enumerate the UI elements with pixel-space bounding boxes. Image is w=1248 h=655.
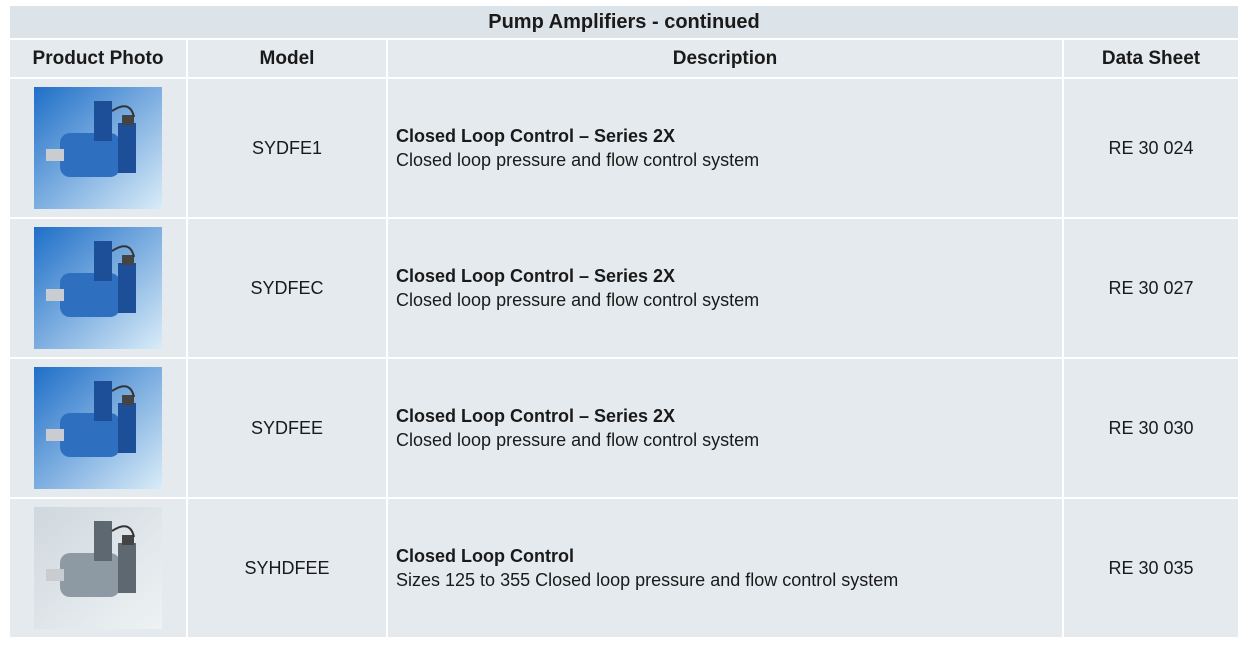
description-text: Sizes 125 to 355 Closed loop pressure an… <box>396 568 916 592</box>
model: SYDFEC <box>188 219 386 357</box>
column-header: Description <box>388 40 1062 77</box>
product-photo <box>34 367 162 489</box>
photo-cell <box>10 79 186 217</box>
description-text: Closed loop pressure and flow control sy… <box>396 288 916 312</box>
product-table: Pump Amplifiers - continued Product Phot… <box>8 4 1240 639</box>
description-text: Closed loop pressure and flow control sy… <box>396 428 916 452</box>
data-sheet: RE 30 024 <box>1064 79 1238 217</box>
photo-cell <box>10 359 186 497</box>
column-header: Data Sheet <box>1064 40 1238 77</box>
description-text: Closed loop pressure and flow control sy… <box>396 148 916 172</box>
product-photo <box>34 87 162 209</box>
data-sheet: RE 30 030 <box>1064 359 1238 497</box>
description-heading: Closed Loop Control – Series 2X <box>396 404 1062 428</box>
data-sheet: RE 30 035 <box>1064 499 1238 637</box>
description-heading: Closed Loop Control – Series 2X <box>396 264 1062 288</box>
column-header: Model <box>188 40 386 77</box>
product-photo <box>34 507 162 629</box>
product-photo <box>34 227 162 349</box>
photo-cell <box>10 219 186 357</box>
page: {"table": { "title": "Pump Amplifiers - … <box>0 0 1248 655</box>
model: SYDFEE <box>188 359 386 497</box>
model: SYHDFEE <box>188 499 386 637</box>
photo-cell <box>10 499 186 637</box>
table-title: Pump Amplifiers - continued <box>10 6 1238 38</box>
model: SYDFE1 <box>188 79 386 217</box>
description-heading: Closed Loop Control <box>396 544 1062 568</box>
data-sheet: RE 30 027 <box>1064 219 1238 357</box>
column-header: Product Photo <box>10 40 186 77</box>
description-heading: Closed Loop Control – Series 2X <box>396 124 1062 148</box>
